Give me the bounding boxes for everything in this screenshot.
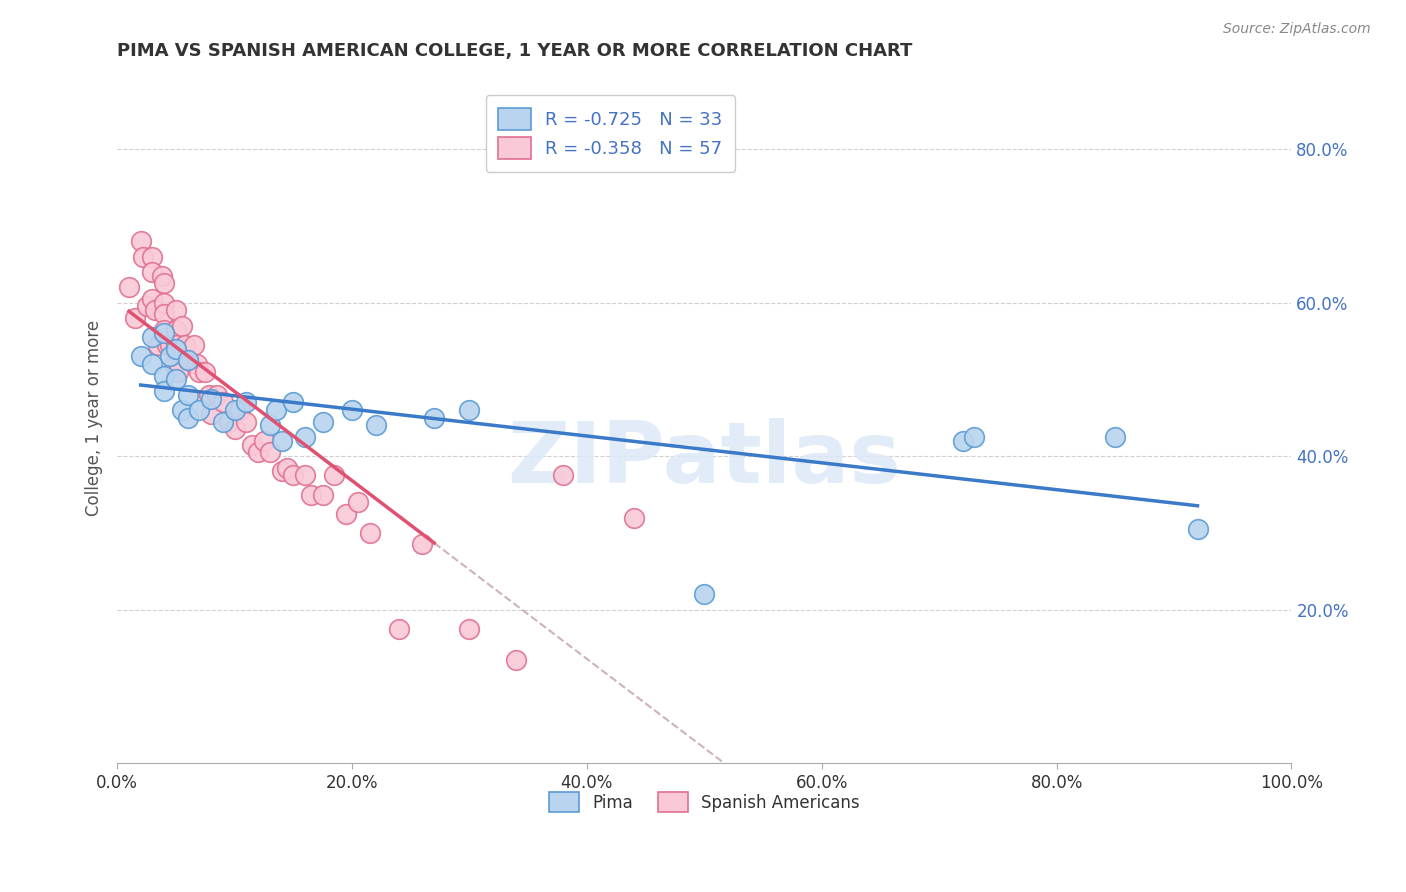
Point	[165, 342, 187, 356]
Point	[335, 507, 357, 521]
Point	[118, 280, 141, 294]
Point	[283, 395, 305, 409]
Point	[135, 300, 157, 314]
Point	[458, 622, 481, 636]
Point	[388, 622, 411, 636]
Point	[270, 465, 292, 479]
Point	[235, 415, 257, 429]
Text: ZIPatlas: ZIPatlas	[508, 417, 901, 500]
Point	[188, 365, 211, 379]
Point	[294, 430, 316, 444]
Point	[312, 487, 335, 501]
Point	[235, 395, 257, 409]
Point	[165, 372, 187, 386]
Point	[259, 445, 281, 459]
Point	[183, 338, 205, 352]
Point	[218, 415, 240, 429]
Point	[200, 392, 222, 406]
Point	[194, 365, 217, 379]
Point	[312, 415, 335, 429]
Point	[1187, 522, 1209, 536]
Point	[205, 388, 228, 402]
Point	[212, 395, 235, 409]
Point	[264, 403, 287, 417]
Point	[176, 353, 198, 368]
Point	[165, 303, 187, 318]
Point	[458, 403, 481, 417]
Point	[212, 415, 235, 429]
Point	[276, 460, 298, 475]
Point	[294, 468, 316, 483]
Point	[153, 307, 176, 321]
Point	[623, 510, 645, 524]
Point	[148, 338, 170, 352]
Point	[153, 368, 176, 383]
Point	[153, 295, 176, 310]
Point	[197, 388, 219, 402]
Point	[153, 326, 176, 341]
Point	[188, 403, 211, 417]
Point	[174, 338, 197, 352]
Point	[200, 407, 222, 421]
Point	[411, 537, 433, 551]
Point	[323, 468, 346, 483]
Legend: Pima, Spanish Americans: Pima, Spanish Americans	[537, 780, 872, 824]
Point	[347, 495, 370, 509]
Point	[423, 410, 446, 425]
Point	[963, 430, 986, 444]
Point	[170, 403, 193, 417]
Point	[176, 353, 198, 368]
Point	[247, 445, 270, 459]
Point	[129, 234, 152, 248]
Point	[124, 311, 146, 326]
Point	[240, 437, 263, 451]
Point	[141, 265, 163, 279]
Point	[364, 418, 387, 433]
Point	[165, 338, 187, 352]
Point	[299, 487, 322, 501]
Point	[141, 250, 163, 264]
Point	[153, 277, 176, 291]
Point	[224, 403, 246, 417]
Point	[1104, 430, 1126, 444]
Point	[176, 410, 198, 425]
Point	[141, 292, 163, 306]
Text: PIMA VS SPANISH AMERICAN COLLEGE, 1 YEAR OR MORE CORRELATION CHART: PIMA VS SPANISH AMERICAN COLLEGE, 1 YEAR…	[117, 42, 912, 60]
Point	[170, 318, 193, 333]
Point	[162, 357, 184, 371]
Point	[693, 587, 716, 601]
Point	[159, 350, 181, 364]
Point	[141, 357, 163, 371]
Point	[159, 338, 181, 352]
Point	[505, 652, 527, 666]
Point	[553, 468, 575, 483]
Point	[155, 338, 177, 352]
Point	[153, 322, 176, 336]
Y-axis label: College, 1 year or more: College, 1 year or more	[86, 319, 103, 516]
Text: Source: ZipAtlas.com: Source: ZipAtlas.com	[1223, 22, 1371, 37]
Point	[186, 357, 208, 371]
Point	[270, 434, 292, 448]
Point	[129, 350, 152, 364]
Point	[340, 403, 363, 417]
Point	[283, 468, 305, 483]
Point	[150, 268, 173, 283]
Point	[224, 422, 246, 436]
Point	[359, 525, 381, 540]
Point	[229, 403, 252, 417]
Point	[176, 388, 198, 402]
Point	[132, 250, 155, 264]
Point	[143, 303, 166, 318]
Point	[259, 418, 281, 433]
Point	[153, 384, 176, 398]
Point	[141, 330, 163, 344]
Point	[952, 434, 974, 448]
Point	[165, 322, 187, 336]
Point	[167, 365, 190, 379]
Point	[253, 434, 276, 448]
